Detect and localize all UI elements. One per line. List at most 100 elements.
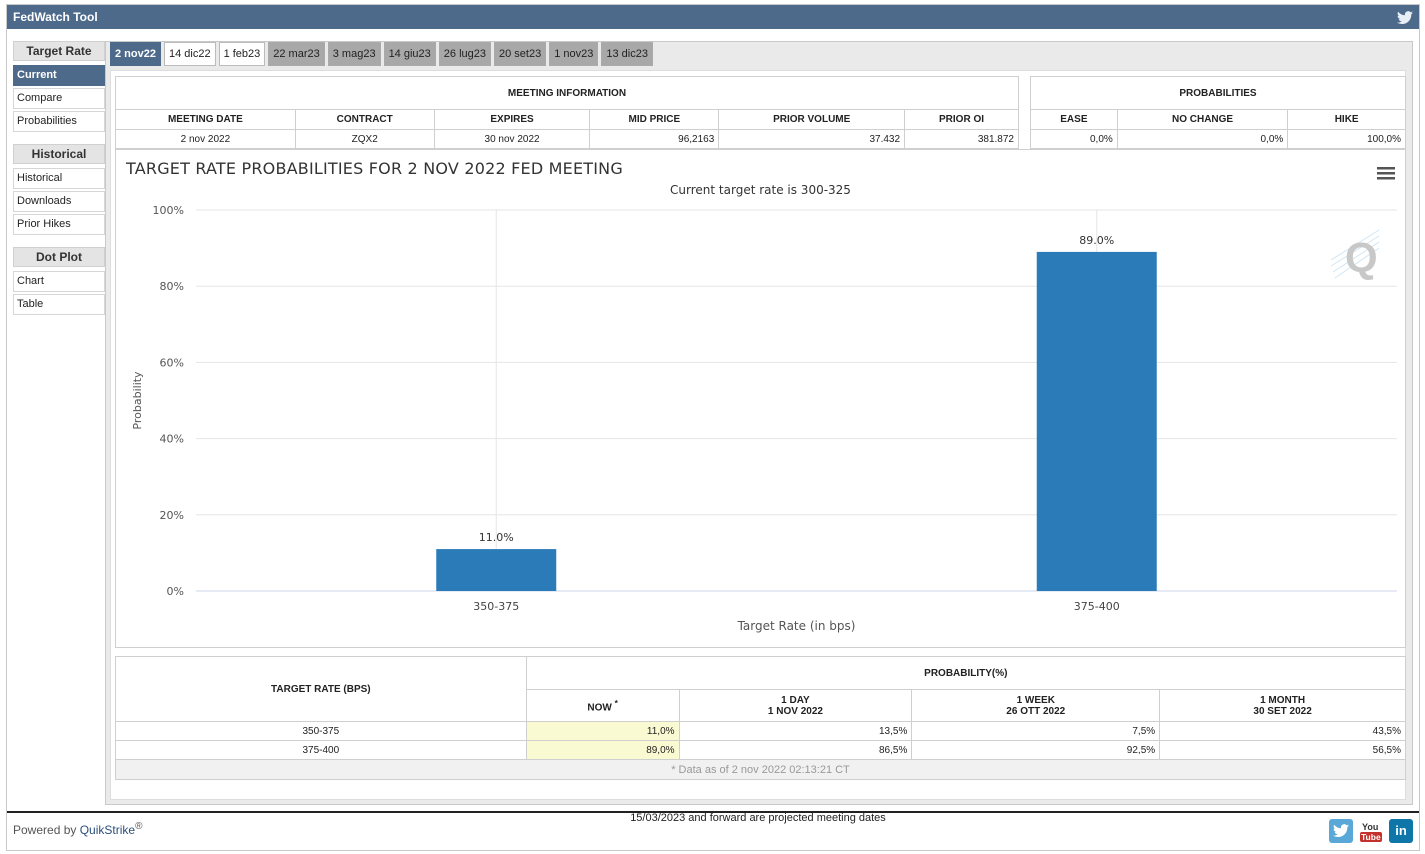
sidebar-item-compare[interactable]: Compare <box>13 88 105 109</box>
tab-26-lug23[interactable]: 26 lug23 <box>438 42 491 66</box>
col-target-rate: TARGET RATE (BPS) <box>115 656 527 722</box>
y-tick-label: 100% <box>153 204 184 217</box>
tab-20-set23[interactable]: 20 set23 <box>494 42 547 66</box>
fedwatch-frame: FedWatch Tool Target Rate Current Compar… <box>6 4 1420 851</box>
probabilities-header: PROBABILITIES <box>1030 76 1406 110</box>
cell-expires: 30 nov 2022 <box>433 129 591 149</box>
x-tick-label: 375-400 <box>1074 600 1120 613</box>
sidebar-header-dot-plot: Dot Plot <box>13 247 105 267</box>
content-area: MEETING INFORMATION MEETING DATE CONTRAC… <box>110 70 1407 824</box>
table-row: 350-375 11,0% 13,5% 7,5% 43,5% <box>115 721 1406 741</box>
chart-subtitle: Current target rate is 300-325 <box>670 183 851 197</box>
data-label: 89.0% <box>1079 234 1114 247</box>
powered-by: Powered by QuikStrike® <box>13 821 143 837</box>
chart-title: TARGET RATE PROBABILITIES FOR 2 NOV 2022… <box>126 159 623 178</box>
col-contract: CONTRACT <box>294 109 435 130</box>
cell-rate: 375-400 <box>115 740 527 760</box>
twitter-icon[interactable] <box>1329 819 1353 843</box>
probabilities-table: PROBABILITIES EASE NO CHANGE HIKE 0,0% 0… <box>1030 76 1406 149</box>
col-prior-oi: PRIOR OI <box>904 109 1019 130</box>
sidebar-item-table[interactable]: Table <box>13 294 105 315</box>
cell-now: 89,0% <box>525 740 680 760</box>
twitter-icon[interactable] <box>1397 9 1413 33</box>
table-row: 375-400 89,0% 86,5% 92,5% 56,5% <box>115 740 1406 760</box>
tab-1-feb23[interactable]: 1 feb23 <box>218 42 266 66</box>
title-bar: FedWatch Tool <box>7 5 1419 29</box>
cell-contract: ZQX2 <box>294 129 435 149</box>
y-tick-label: 20% <box>160 509 184 522</box>
sidebar-item-historical[interactable]: Historical <box>13 168 105 189</box>
cell-month: 43,5% <box>1159 721 1406 741</box>
cell-ease: 0,0% <box>1030 129 1118 149</box>
main-panel: 2 nov22 14 dic22 1 feb23 22 mar23 3 mag2… <box>105 41 1413 824</box>
y-tick-label: 0% <box>167 585 184 598</box>
cell-day: 13,5% <box>678 721 913 741</box>
probability-history-table: TARGET RATE (BPS) PROBABILITY(%) NOW * 1… <box>115 656 1407 760</box>
y-tick-label: 80% <box>160 280 184 293</box>
tab-14-dic22[interactable]: 14 dic22 <box>163 42 216 66</box>
col-ease: EASE <box>1030 109 1118 130</box>
sidebar-header-target-rate: Target Rate <box>13 41 105 61</box>
col-1-month: 1 MONTH 30 SET 2022 <box>1159 689 1406 722</box>
data-timestamp-note: * Data as of 2 nov 2022 02:13:21 CT <box>115 760 1406 780</box>
svg-text:Q: Q <box>1345 234 1378 281</box>
tab-1-nov23[interactable]: 1 nov23 <box>549 42 599 66</box>
linkedin-icon[interactable]: in <box>1389 819 1413 843</box>
tab-14-giu23[interactable]: 14 giu23 <box>383 42 436 66</box>
svg-text:You: You <box>1362 822 1378 832</box>
cell-week: 92,5% <box>911 740 1161 760</box>
quikstrike-link[interactable]: QuikStrike <box>79 823 136 837</box>
col-expires: EXPIRES <box>433 109 591 130</box>
col-1-week: 1 WEEK 26 OTT 2022 <box>911 689 1161 722</box>
x-tick-label: 350-375 <box>473 600 519 613</box>
cell-day: 86,5% <box>678 740 913 760</box>
svg-text:Tube: Tube <box>1361 832 1381 842</box>
cell-meeting-date: 2 nov 2022 <box>115 129 296 149</box>
sidebar-item-chart[interactable]: Chart <box>13 271 105 292</box>
sidebar-item-downloads[interactable]: Downloads <box>13 191 105 212</box>
x-axis-title: Target Rate (in bps) <box>737 619 856 633</box>
chart-menu-icon[interactable] <box>1377 166 1395 183</box>
tab-22-mar23[interactable]: 22 mar23 <box>268 42 325 66</box>
tab-2-nov22[interactable]: 2 nov22 <box>110 42 161 66</box>
sidebar-item-prior-hikes[interactable]: Prior Hikes <box>13 214 105 235</box>
meeting-tabs: 2 nov22 14 dic22 1 feb23 22 mar23 3 mag2… <box>110 42 653 66</box>
bar-chart: 0% 20% 40% 60% 80% 100% 11.0% 350-375 89.0% 375-4… <box>131 204 1397 633</box>
y-tick-label: 60% <box>160 356 184 369</box>
col-hike: HIKE <box>1287 109 1406 130</box>
cell-mid-price: 96,2163 <box>589 129 720 149</box>
cell-hike: 100,0% <box>1287 129 1406 149</box>
tab-13-dic23[interactable]: 13 dic23 <box>601 42 653 66</box>
col-now: NOW * <box>525 689 680 722</box>
tab-3-mag23[interactable]: 3 mag23 <box>327 42 381 66</box>
quikstrike-logo-icon: Q <box>1329 220 1385 293</box>
meeting-info-table: MEETING INFORMATION MEETING DATE CONTRAC… <box>115 76 1019 149</box>
chart-container: 0% 20% 40% 60% 80% 100% 11.0% 350-375 89.0% 375-4… <box>115 149 1406 648</box>
social-links: You Tube in <box>1329 819 1413 843</box>
cell-now: 11,0% <box>525 721 680 741</box>
col-1-day: 1 DAY 1 NOV 2022 <box>678 689 913 722</box>
probability-history: TARGET RATE (BPS) PROBABILITY(%) NOW * 1… <box>115 656 1407 780</box>
footer-divider <box>7 811 1419 813</box>
sidebar-header-historical: Historical <box>13 144 105 164</box>
cell-prior-volume: 37.432 <box>718 129 906 149</box>
cell-no-change: 0,0% <box>1116 129 1289 149</box>
col-mid-price: MID PRICE <box>589 109 720 130</box>
probability-header: PROBABILITY(%) <box>525 656 1407 690</box>
col-prior-volume: PRIOR VOLUME <box>718 109 906 130</box>
youtube-icon[interactable]: You Tube <box>1359 819 1383 843</box>
meeting-info-header: MEETING INFORMATION <box>115 76 1019 110</box>
data-label: 11.0% <box>479 531 514 544</box>
y-axis-title: Probability <box>131 371 144 430</box>
y-tick-label: 40% <box>160 433 184 446</box>
cell-month: 56,5% <box>1159 740 1406 760</box>
sidebar-item-current[interactable]: Current <box>13 65 105 86</box>
col-meeting-date: MEETING DATE <box>115 109 296 130</box>
sidebar-item-probabilities[interactable]: Probabilities <box>13 111 105 132</box>
bar-375-400 <box>1036 251 1157 591</box>
cell-rate: 350-375 <box>115 721 527 741</box>
col-no-change: NO CHANGE <box>1116 109 1289 130</box>
cell-week: 7,5% <box>911 721 1161 741</box>
app-title: FedWatch Tool <box>13 10 98 24</box>
sidebar: Target Rate Current Compare Probabilitie… <box>13 41 105 317</box>
